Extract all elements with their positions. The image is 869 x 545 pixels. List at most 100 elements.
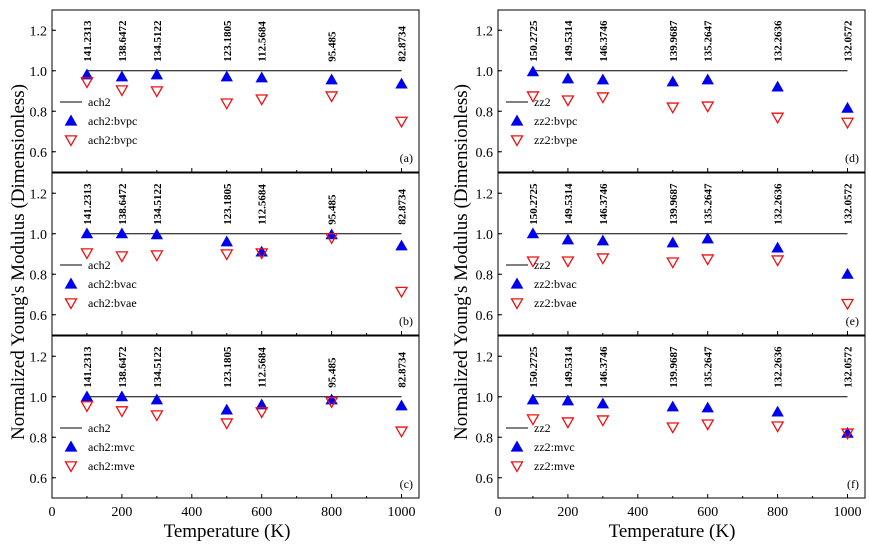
chart-e-modulus-label: 139.9687 xyxy=(668,183,680,225)
chart-a-point-open xyxy=(394,116,409,129)
chart-d-panel-label: (d) xyxy=(845,151,859,165)
chart-a-ytick-label: 0.6 xyxy=(30,146,48,161)
chart-a-point-filled xyxy=(220,70,233,82)
chart-d-point-open xyxy=(596,92,610,104)
chart-b-ytick-label: 1.2 xyxy=(30,187,48,202)
chart-b-ytick-label: 0.6 xyxy=(30,309,48,324)
chart-f-point-open xyxy=(666,422,680,434)
chart-b-modulus-label: 112.5684 xyxy=(257,184,269,225)
chart-a-modulus-label: 112.5684 xyxy=(257,21,269,62)
chart-a-point-open xyxy=(115,85,129,97)
chart-e-legend-marker-swatch xyxy=(510,277,524,289)
chart-f-point-open xyxy=(561,417,575,429)
chart-e-modulus-label: 146.3746 xyxy=(598,183,610,225)
chart-a-point-open xyxy=(80,77,94,89)
chart-e-ytick-label: 1.0 xyxy=(476,228,494,243)
chart-e-legend-label: zz2:bvae xyxy=(534,296,577,310)
chart-c-legend-label: ach2 xyxy=(88,421,111,435)
chart-f-modulus-label: 146.3746 xyxy=(598,346,610,388)
chart-b-modulus-label: 95.485 xyxy=(327,194,339,225)
chart-b-modulus-label: 141.2313 xyxy=(82,183,94,225)
chart-a-legend-label: ach2 xyxy=(88,95,111,109)
chart-e-point-filled xyxy=(666,236,679,248)
chart-a-legend-label: ach2:bvpc xyxy=(88,133,137,147)
chart-e-ytick-label: 1.2 xyxy=(476,187,494,202)
chart-a-modulus-label: 95.485 xyxy=(327,31,339,62)
chart-d-modulus-label: 132.2636 xyxy=(773,20,785,62)
chart-b-modulus-label: 138.6472 xyxy=(117,183,129,225)
chart-b-point-filled xyxy=(395,239,408,251)
chart-a-point-open xyxy=(150,86,164,98)
chart-f-xtick-label: 1000 xyxy=(834,505,862,520)
chart-c-modulus-label: 141.2313 xyxy=(82,346,94,388)
chart-d-modulus-label: 135.2647 xyxy=(703,20,715,62)
chart-f-ytick-label: 1.2 xyxy=(476,350,494,365)
chart-e-point-filled xyxy=(526,227,540,239)
chart-e-panel-label: (e) xyxy=(846,314,859,328)
chart-d-ytick-label: 1.0 xyxy=(476,65,494,80)
chart-a-point-open xyxy=(324,91,339,103)
chart-d-modulus-label: 132.0572 xyxy=(843,20,855,62)
chart-e-ytick-label: 0.6 xyxy=(476,309,494,324)
chart-b-legend-label: ach2 xyxy=(88,258,111,272)
chart-panel-c: 0.6 0.8 1.0 1.2 0 200 400 600 800 1000 141.2313 138… xyxy=(30,335,420,520)
chart-d-legend-label: zz2:bvpe xyxy=(534,133,577,147)
x-axis-label-left: Temperature (K) xyxy=(164,521,291,542)
chart-c-modulus-label: 134.5122 xyxy=(152,346,164,388)
chart-e-point-filled xyxy=(596,234,610,246)
chart-f-xtick-label: 600 xyxy=(697,505,718,520)
chart-b-modulus-label: 123.1805 xyxy=(222,183,234,225)
chart-f-ytick-label: 0.8 xyxy=(476,431,494,446)
chart-d-ytick-label: 0.6 xyxy=(476,146,494,161)
chart-c-point-open xyxy=(220,418,234,430)
chart-d-modulus-label: 150.2725 xyxy=(528,20,540,62)
chart-panel-d: 0.6 0.8 1.0 1.2 150.2725 149.5314 146.3746 139.… xyxy=(476,9,866,173)
chart-b-point-open xyxy=(255,248,269,260)
chart-d-point-open xyxy=(666,102,680,115)
chart-a-legend-marker-swatch xyxy=(64,135,78,147)
chart-b-modulus-label: 82.8734 xyxy=(397,189,409,225)
chart-f-point-open xyxy=(770,421,785,433)
chart-d-modulus-label: 146.3746 xyxy=(598,20,610,62)
chart-e-legend-marker-swatch xyxy=(510,298,524,310)
chart-e-modulus-label: 132.2636 xyxy=(773,183,785,225)
chart-d-ytick-label: 1.2 xyxy=(476,24,494,39)
chart-b-point-open xyxy=(80,248,94,260)
chart-e-point-filled xyxy=(841,267,854,279)
chart-b-legend-label: ach2:bvae xyxy=(88,296,137,310)
chart-f-point-open xyxy=(840,428,855,441)
chart-e-point-open xyxy=(666,257,680,269)
y-axis-label-right: Normalized Young's Modulus (Dimensionles… xyxy=(451,84,472,440)
chart-d-point-filled xyxy=(561,72,575,84)
chart-c-xtick-label: 200 xyxy=(111,505,132,520)
chart-c-ytick-label: 1.0 xyxy=(30,391,48,406)
chart-a-point-open xyxy=(255,94,269,106)
chart-f-legend-label: zz2:mve xyxy=(534,459,575,473)
chart-f-xtick-label: 200 xyxy=(557,505,578,520)
chart-e-point-open xyxy=(770,255,785,267)
chart-f-point-filled xyxy=(701,401,714,413)
chart-b-point-filled xyxy=(115,227,129,239)
panels: 0.6 0.8 1.0 1.2 141.2313 138.6472 134.5122 123.… xyxy=(30,9,866,520)
chart-f-plot-frame xyxy=(497,335,866,499)
chart-c-modulus-label: 138.6472 xyxy=(117,346,129,388)
chart-a-point-filled xyxy=(150,68,164,80)
chart-d-point-filled xyxy=(771,80,784,92)
chart-e-point-filled xyxy=(561,233,575,245)
chart-b-point-filled xyxy=(150,228,164,240)
chart-c-panel-label: (c) xyxy=(400,477,413,491)
chart-c-ytick-label: 1.2 xyxy=(30,350,48,365)
chart-panel-e: 0.6 0.8 1.0 1.2 150.2725 149.5314 146.3746 139.… xyxy=(476,172,866,336)
chart-e-point-open xyxy=(840,298,855,311)
chart-e-point-filled xyxy=(771,241,784,253)
chart-d-point-open xyxy=(840,117,855,130)
chart-a-point-filled xyxy=(80,68,94,80)
chart-c-modulus-label: 112.5684 xyxy=(257,347,269,388)
chart-d-legend-marker-swatch xyxy=(510,114,524,126)
chart-b-ytick-label: 1.0 xyxy=(30,228,48,243)
chart-d-point-filled xyxy=(701,73,714,85)
chart-b-point-open xyxy=(220,249,234,261)
chart-a-point-filled xyxy=(325,73,338,85)
chart-a-modulus-label: 138.6472 xyxy=(117,20,129,62)
chart-a-point-filled xyxy=(115,70,129,82)
